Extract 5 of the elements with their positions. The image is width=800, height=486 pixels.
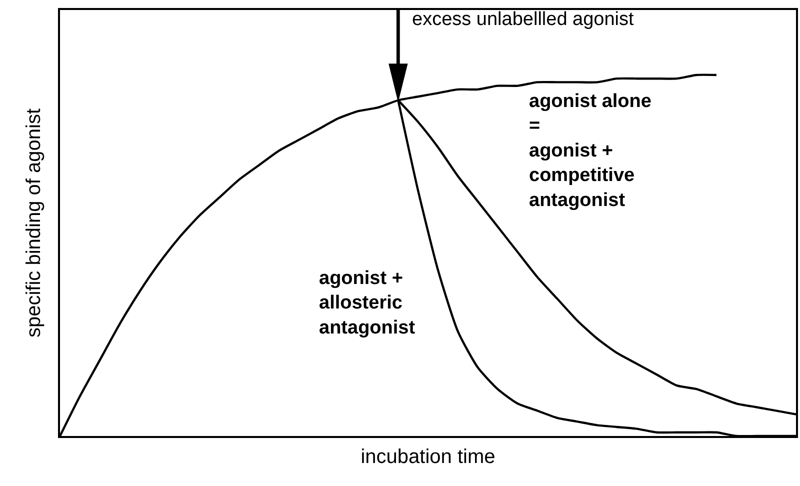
text: excess unlabellled agonist: [412, 9, 635, 30]
series-label: agonist + allosteric antagonist: [319, 268, 416, 338]
series-label: agonist alone = agonist + competitive antagonist: [529, 91, 652, 211]
x-axis-title: incubation time: [360, 446, 496, 468]
y-axis-title: specific binding of agonist: [23, 108, 45, 338]
